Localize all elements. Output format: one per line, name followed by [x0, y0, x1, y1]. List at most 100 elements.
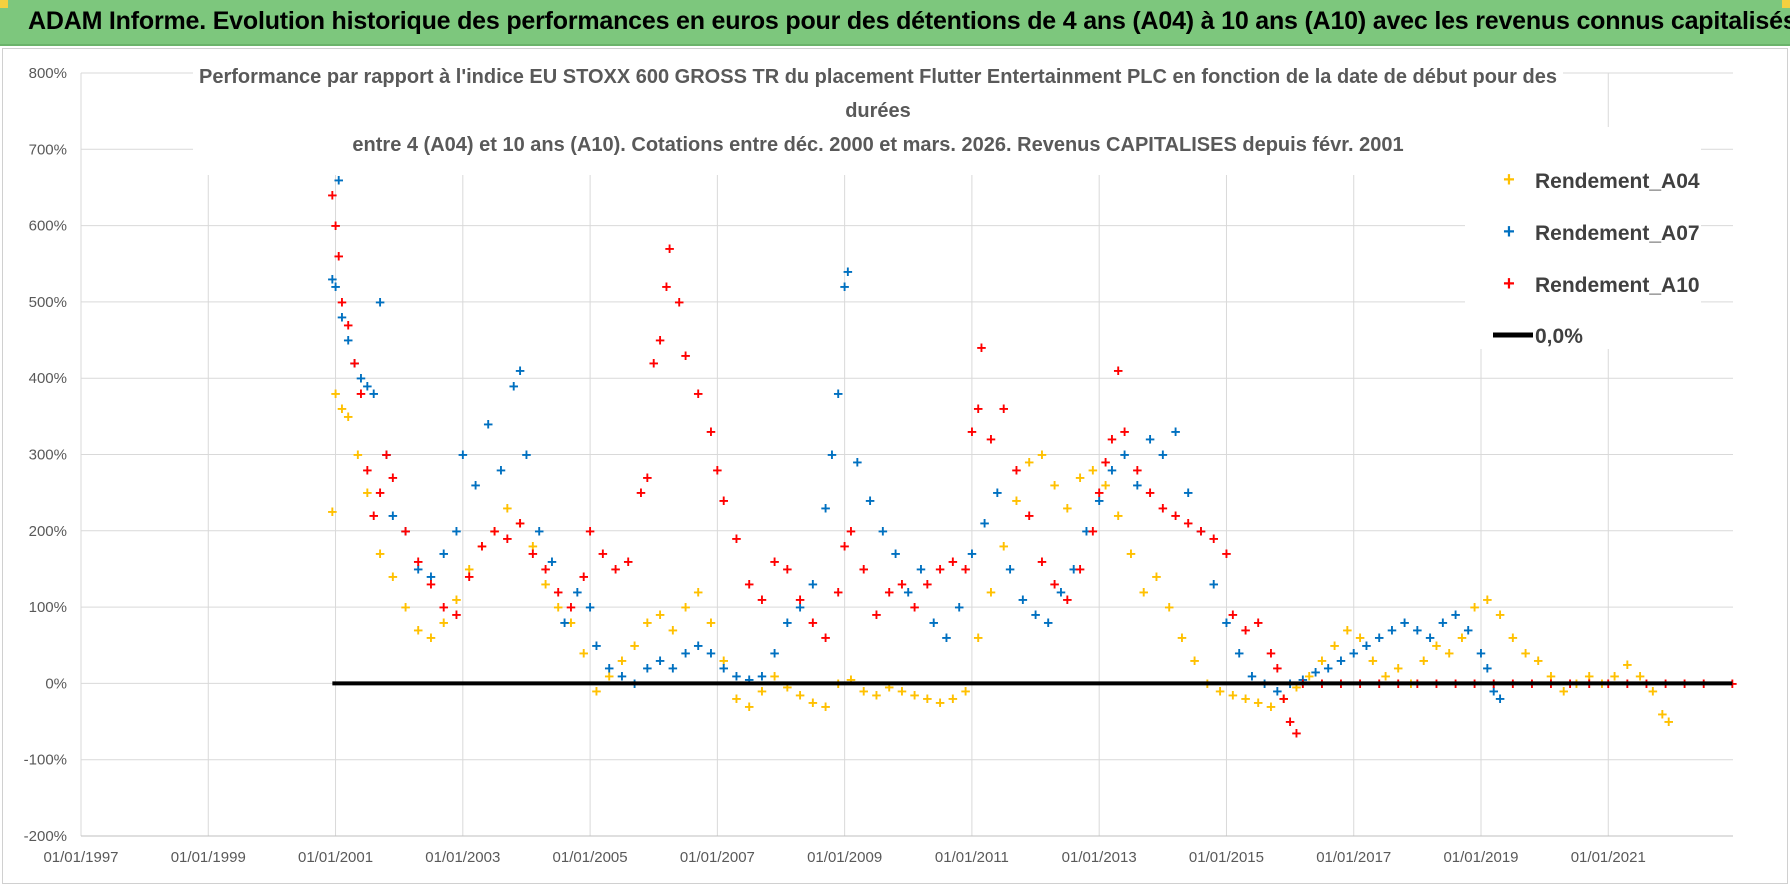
point-a04: + — [1393, 659, 1403, 678]
point-a04: + — [821, 697, 831, 716]
point-a04: + — [871, 686, 881, 705]
y-tick-label: 300% — [29, 447, 67, 464]
point-a10: + — [665, 239, 675, 258]
point-a10: + — [1183, 514, 1193, 533]
report-banner: ADAM Informe. Evolution historique des p… — [0, 0, 1790, 46]
point-a07: + — [547, 552, 557, 571]
chart-frame: 800% 700% 600% 500% 400% 300% 200% 100% 0% -100% -… — [2, 48, 1788, 884]
point-a10: + — [541, 560, 551, 579]
point-a07: + — [1043, 613, 1053, 632]
point-a04: + — [451, 590, 461, 609]
point-a04: + — [1419, 652, 1429, 671]
point-a07: + — [941, 629, 951, 648]
point-a04: + — [490, 522, 500, 541]
point-a10: + — [413, 552, 423, 571]
point-a07: + — [1209, 575, 1219, 594]
point-a07: + — [1171, 423, 1181, 442]
point-a07: + — [1482, 659, 1492, 678]
point-a07: + — [343, 331, 353, 350]
point-a07: + — [1349, 644, 1359, 663]
point-a04: + — [617, 652, 627, 671]
point-a04: + — [948, 690, 958, 709]
point-a10: + — [782, 560, 792, 579]
point-a07: + — [1107, 461, 1117, 480]
point-a04: + — [528, 537, 538, 556]
point-a07: + — [1145, 430, 1155, 449]
point-a04: + — [477, 537, 487, 556]
point-a07: + — [821, 499, 831, 518]
point-a10: + — [706, 423, 716, 442]
point-a04: + — [1050, 476, 1060, 495]
point-a04: + — [655, 606, 665, 625]
point-a10: + — [1272, 659, 1282, 678]
x-tick-label: 01/01/2011 — [935, 849, 1009, 866]
point-a07: + — [534, 522, 544, 541]
point-a07: + — [655, 652, 665, 671]
point-a10: + — [897, 575, 907, 594]
point-a10: + — [439, 598, 449, 617]
y-tick-label: 400% — [29, 370, 67, 387]
point-a10: + — [821, 629, 831, 648]
point-a07: + — [560, 613, 570, 632]
point-a10: + — [579, 568, 589, 587]
point-a10: + — [1088, 522, 1098, 541]
gridlines — [80, 72, 1733, 837]
point-a10: + — [1024, 507, 1034, 526]
point-a10: + — [731, 529, 741, 548]
point-a10: + — [1253, 613, 1263, 632]
point-a07: + — [992, 484, 1002, 503]
point-a04: + — [566, 613, 576, 632]
point-a10: + — [935, 560, 945, 579]
point-a07: + — [413, 560, 423, 579]
point-a04: + — [1622, 655, 1632, 674]
point-a07: + — [668, 659, 678, 678]
point-a04: + — [1355, 629, 1365, 648]
point-a10: + — [795, 590, 805, 609]
point-a04: + — [1482, 590, 1492, 609]
x-axis-ticks: 01/01/1997 01/01/1999 01/01/2001 01/01/2003… — [43, 849, 1645, 866]
point-a04: + — [1657, 705, 1667, 724]
chart-title: Performance par rapport à l'indice EU ST… — [193, 57, 1563, 175]
legend-label-a10: Rendement_A10 — [1535, 274, 1700, 297]
point-a04: + — [541, 575, 551, 594]
point-a10: + — [719, 491, 729, 510]
point-a07: + — [1400, 613, 1410, 632]
point-a10: + — [859, 560, 869, 579]
point-a10: + — [1285, 713, 1295, 732]
point-a04: + — [1011, 491, 1021, 510]
legend-background — [1465, 127, 1701, 349]
point-a10: + — [1062, 590, 1072, 609]
point-a10: + — [649, 354, 659, 373]
point-a04: + — [1664, 713, 1674, 732]
point-a10: + — [1075, 560, 1085, 579]
banner-corner-right — [1782, 0, 1790, 8]
point-a07: + — [356, 369, 366, 388]
chart-title-line-2: durées — [845, 100, 911, 122]
point-a04: + — [362, 484, 372, 503]
point-a04: + — [1317, 652, 1327, 671]
point-a04: + — [1584, 667, 1594, 686]
point-a10: + — [334, 247, 344, 266]
point-a04: + — [1253, 693, 1263, 712]
point-a10: + — [388, 468, 398, 487]
point-a04: + — [859, 682, 869, 701]
point-a07: + — [1298, 671, 1308, 690]
point-a10: + — [1209, 529, 1219, 548]
point-a04: + — [1444, 644, 1454, 663]
point-a07: + — [833, 384, 843, 403]
point-a04: + — [1342, 621, 1352, 640]
point-a07: + — [1183, 484, 1193, 503]
point-a07: + — [1387, 621, 1397, 640]
point-a07: + — [1056, 583, 1066, 602]
point-a04: + — [706, 613, 716, 632]
point-a04: + — [1304, 667, 1314, 686]
point-a10: + — [846, 522, 856, 541]
point-a04: + — [1101, 476, 1111, 495]
point-a10: + — [986, 430, 996, 449]
point-a10: + — [1120, 423, 1130, 442]
point-a07: + — [521, 446, 531, 465]
point-a07: + — [1412, 621, 1422, 640]
point-a04: + — [1024, 453, 1034, 472]
point-a07: + — [604, 659, 614, 678]
point-a04: + — [808, 693, 818, 712]
